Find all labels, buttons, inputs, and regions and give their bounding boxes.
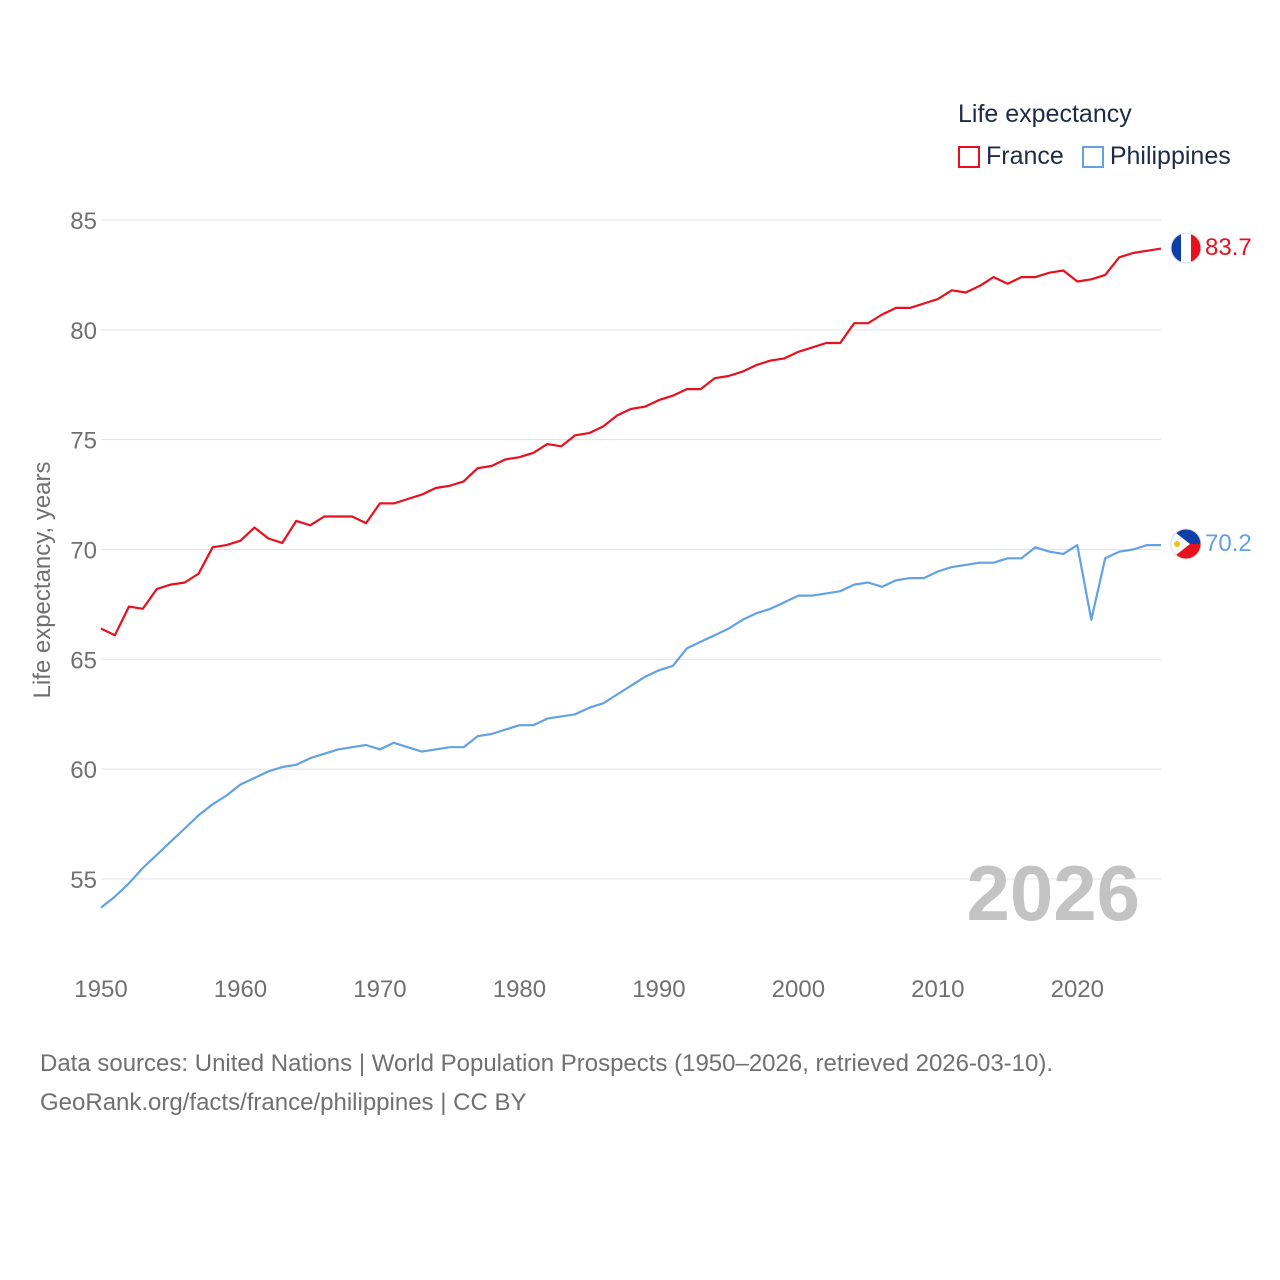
x-tick-label: 1980 [493,976,546,1003]
legend-label-philippines: Philippines [1109,142,1231,170]
x-tick-label: 1950 [74,976,127,1003]
legend-item-philippines[interactable]: Philippines [1081,142,1231,171]
x-axis-ticks: 1950 1960 1970 1980 1990 2000 2010 2020 [74,976,1104,1003]
philippines-end-value: 70.2 [1205,530,1252,557]
x-tick-label: 2020 [1051,976,1104,1003]
y-tick-label: 75 [70,428,97,455]
x-tick-label: 1970 [353,976,406,1003]
x-tick-label: 1960 [214,976,267,1003]
y-tick-label: 70 [70,538,97,565]
legend-item-france[interactable]: France [958,142,1064,171]
france-flag-icon [1170,232,1202,264]
x-tick-label: 2000 [772,976,825,1003]
legend-label-france: France [986,142,1064,170]
y-tick-label: 80 [70,318,97,345]
philippines-line [100,543,1161,909]
x-tick-label: 2010 [911,976,964,1003]
footer-line-sources: Data sources: United Nations | World Pop… [40,1050,1054,1077]
legend: France Philippines [958,142,1249,171]
philippines-flag-icon [1170,528,1202,560]
y-tick-label: 65 [70,647,97,674]
france-end-value: 83.7 [1205,234,1252,261]
footer-sources: Data sources: United Nations | World Pop… [40,1044,1053,1122]
y-tick-label: 85 [70,208,97,235]
legend-title: Life expectancy [958,100,1132,128]
france-line [100,247,1162,637]
series-lines [100,247,1162,909]
grid-lines [101,219,1161,880]
y-tick-label: 55 [70,867,97,894]
year-stamp: 2026 [966,849,1140,937]
legend-swatch-france [958,145,980,168]
end-labels: 83.7 70.2 [1205,234,1252,557]
legend-swatch-philippines [1081,145,1104,168]
y-tick-label: 60 [70,757,97,784]
x-tick-label: 1990 [632,976,685,1003]
y-axis-ticks: 55 60 65 70 75 80 85 [70,208,97,894]
footer-line-link[interactable]: GeoRank.org/facts/france/philippines | C… [40,1089,527,1116]
y-axis-label: Life expectancy, years [29,461,56,698]
